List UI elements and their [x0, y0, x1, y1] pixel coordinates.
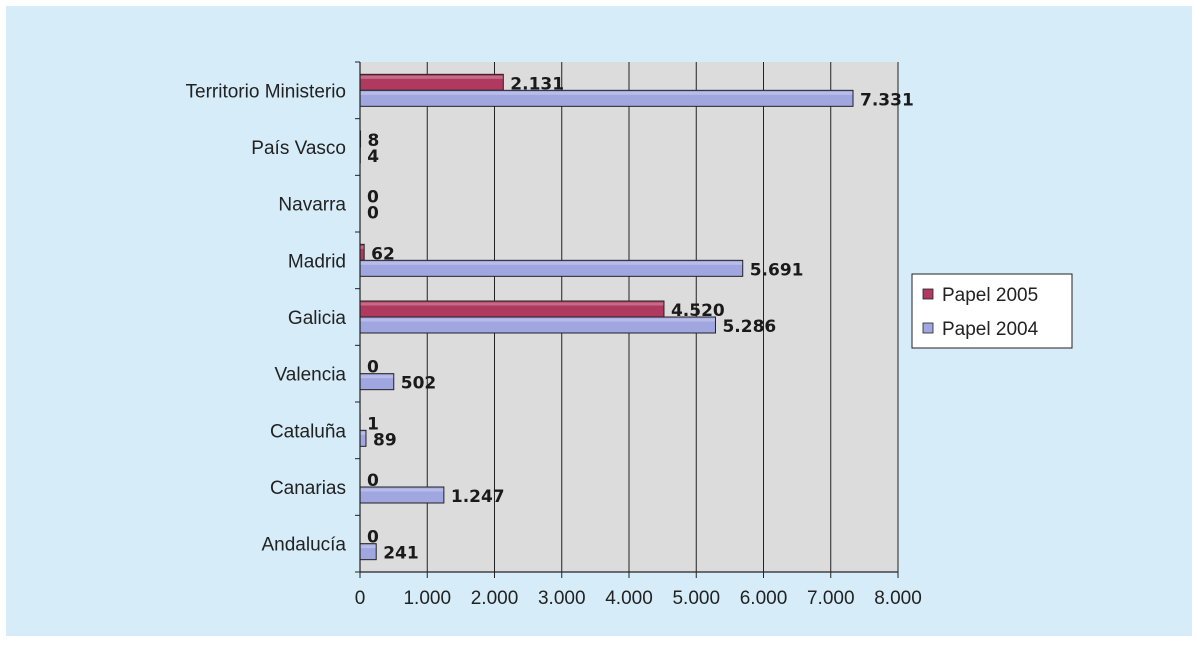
data-label: 5.691 [750, 260, 804, 280]
data-label: 7.331 [860, 90, 914, 110]
data-label: 1.247 [451, 487, 505, 507]
chart-frame: 0 1.000 2.000 3.000 4.000 5.000 6.000 7.000 8.00… [6, 6, 1192, 636]
bar-highlight [360, 488, 444, 492]
x-tick-label: 4.000 [605, 588, 653, 609]
category-label: Andalucía [261, 535, 346, 556]
bar-highlight [360, 91, 853, 95]
axis-ticks [355, 61, 899, 578]
category-label: Cataluña [270, 421, 346, 442]
data-label: 62 [371, 244, 395, 264]
data-label: 241 [383, 544, 419, 564]
legend-swatch-papel-2005 [922, 288, 934, 300]
category-label: Valencia [275, 365, 347, 386]
x-tick-label: 6.000 [740, 588, 788, 609]
data-label: 4.520 [671, 301, 725, 321]
category-label: País Vasco [251, 138, 346, 159]
category-label: Canarias [270, 478, 346, 499]
data-label: 4 [367, 147, 379, 167]
x-tick-label: 2.000 [471, 588, 519, 609]
x-tick-label: 8.000 [874, 588, 922, 609]
bar-chart: 0 1.000 2.000 3.000 4.000 5.000 6.000 7.000 8.00… [186, 61, 1073, 609]
data-label: 0 [367, 358, 379, 378]
bar-highlight [360, 545, 376, 549]
data-label: 0 [367, 188, 379, 208]
data-label: 89 [373, 430, 397, 450]
legend-label-papel-2004: Papel 2004 [942, 319, 1039, 340]
bar-highlight [360, 375, 394, 379]
category-label: Navarra [278, 195, 346, 216]
category-label: Madrid [288, 251, 346, 272]
x-tick-label: 5.000 [672, 588, 720, 609]
data-label: 0 [367, 204, 379, 224]
x-tick-label: 1.000 [403, 588, 451, 609]
labels: 0 1.000 2.000 3.000 4.000 5.000 6.000 7.000 8.00… [186, 74, 922, 609]
x-tick-label: 0 [355, 588, 366, 609]
bar-highlight [360, 431, 366, 435]
bar-highlight [360, 261, 743, 265]
legend-box [911, 273, 1073, 349]
x-tick-label: 3.000 [538, 588, 586, 609]
data-label: 0 [367, 471, 379, 491]
bars [359, 73, 854, 561]
bar-highlight [360, 318, 715, 322]
data-label: 0 [367, 528, 379, 548]
data-label: 2.131 [510, 74, 564, 94]
x-tick-label: 7.000 [807, 588, 855, 609]
data-label: 5.286 [722, 317, 776, 337]
bar-highlight [360, 245, 364, 249]
data-label: 8 [368, 131, 380, 151]
data-label: 502 [401, 374, 437, 394]
legend-label-papel-2005: Papel 2005 [942, 285, 1038, 306]
bar-highlight [360, 75, 503, 79]
legend: Papel 2005 Papel 2004 [911, 273, 1073, 349]
category-label: Territorio Ministerio [186, 81, 346, 102]
bar-highlight [360, 302, 664, 306]
data-label: 1 [367, 414, 379, 434]
legend-swatch-papel-2004 [922, 322, 934, 334]
category-label: Galicia [288, 308, 347, 329]
